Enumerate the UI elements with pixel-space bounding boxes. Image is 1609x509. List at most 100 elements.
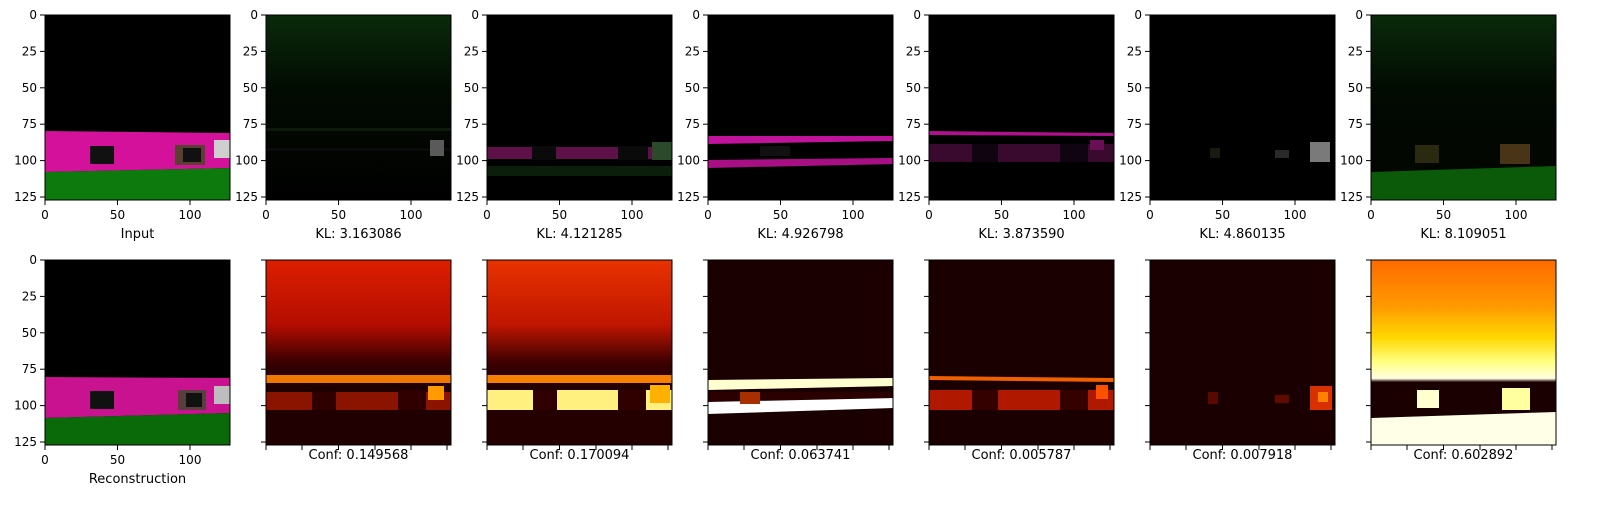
y-tick-label: 25 xyxy=(22,289,37,303)
panel-reconstruction: 0 25 50 75 100 125 0 50 100 Reconstructi… xyxy=(14,253,231,487)
y-tick-label: 25 xyxy=(685,44,700,58)
y-tick-label: 0 xyxy=(1134,8,1142,22)
x-tick-label: 100 xyxy=(621,208,644,222)
y-tick-label: 50 xyxy=(22,326,37,340)
y-axis: 0 25 50 75 100 125 xyxy=(898,8,929,204)
y-tick-label: 50 xyxy=(1348,81,1363,95)
panel-kl-4: 0 25 50 75 100 125 0 50 100 KL: 3.873590 xyxy=(898,8,1115,242)
panel-conf-3: Conf: 0.063741 xyxy=(703,259,894,463)
panel-conf-4: Conf: 0.005787 xyxy=(924,259,1115,463)
panel-caption: KL: 8.109051 xyxy=(1420,227,1506,242)
panel-caption: Conf: 0.005787 xyxy=(972,448,1072,463)
x-tick-label: 50 xyxy=(773,208,788,222)
y-axis: 0 25 50 75 100 125 xyxy=(1119,8,1150,204)
y-tick-label: 0 xyxy=(29,8,37,22)
panel-image xyxy=(487,15,672,200)
y-tick-label: 100 xyxy=(1119,154,1142,168)
x-tick-label: 50 xyxy=(552,208,567,222)
x-tick-label: 50 xyxy=(110,208,125,222)
x-tick-label: 50 xyxy=(331,208,346,222)
y-tick-label: 25 xyxy=(1348,44,1363,58)
y-tick-label: 75 xyxy=(685,117,700,131)
panel-conf-1: Conf: 0.149568 xyxy=(261,259,452,463)
x-tick-label: 0 xyxy=(1367,208,1375,222)
y-axis: 0 25 50 75 100 125 xyxy=(456,8,487,204)
y-axis xyxy=(1145,259,1150,443)
panel-image xyxy=(266,15,451,200)
panel-caption: KL: 3.163086 xyxy=(315,227,401,242)
y-tick-label: 0 xyxy=(250,8,258,22)
x-tick-label: 50 xyxy=(110,453,125,467)
y-tick-label: 25 xyxy=(906,44,921,58)
y-tick-label: 25 xyxy=(22,44,37,58)
panel-conf-2: Conf: 0.170094 xyxy=(482,259,673,463)
y-tick-label: 0 xyxy=(471,8,479,22)
panel-caption: Conf: 0.602892 xyxy=(1414,448,1514,463)
y-axis: 0 25 50 75 100 125 xyxy=(1340,8,1371,204)
y-axis xyxy=(261,259,266,443)
x-tick-label: 100 xyxy=(1284,208,1307,222)
y-tick-label: 125 xyxy=(898,190,921,204)
y-axis xyxy=(924,259,929,443)
panel-caption: Reconstruction xyxy=(89,472,186,487)
y-tick-label: 50 xyxy=(685,81,700,95)
x-axis: 0 50 100 xyxy=(1367,200,1527,222)
y-axis: 0 25 50 75 100 125 xyxy=(235,8,266,204)
y-tick-label: 0 xyxy=(29,253,37,267)
y-tick-label: 125 xyxy=(14,190,37,204)
x-axis: 0 50 100 xyxy=(262,200,422,222)
panel-image xyxy=(708,15,893,200)
panel-kl-2: 0 25 50 75 100 125 0 50 100 KL: 4.121285 xyxy=(456,8,673,242)
y-tick-label: 125 xyxy=(14,435,37,449)
panel-caption: Conf: 0.063741 xyxy=(751,448,851,463)
y-tick-label: 100 xyxy=(898,154,921,168)
x-tick-label: 100 xyxy=(179,453,202,467)
panel-caption: KL: 4.926798 xyxy=(757,227,843,242)
y-tick-label: 75 xyxy=(1127,117,1142,131)
y-tick-label: 100 xyxy=(456,154,479,168)
x-tick-label: 0 xyxy=(704,208,712,222)
y-tick-label: 100 xyxy=(235,154,258,168)
y-tick-label: 50 xyxy=(22,81,37,95)
y-axis: 0 25 50 75 100 125 xyxy=(14,8,45,204)
y-tick-label: 75 xyxy=(243,117,258,131)
panel-kl-5: 0 25 50 75 100 125 0 50 100 KL: 4.860135 xyxy=(1119,8,1336,242)
y-axis xyxy=(482,259,487,443)
panel-caption: Conf: 0.170094 xyxy=(530,448,630,463)
panel-image xyxy=(929,260,1114,445)
y-axis xyxy=(703,259,708,443)
x-tick-label: 0 xyxy=(1146,208,1154,222)
y-tick-label: 75 xyxy=(464,117,479,131)
panel-caption: KL: 4.121285 xyxy=(536,227,622,242)
panel-caption: Conf: 0.149568 xyxy=(309,448,409,463)
panel-kl-1: 0 25 50 75 100 125 0 50 100 KL: 3.163086 xyxy=(235,8,452,242)
y-axis: 0 25 50 75 100 125 xyxy=(14,253,45,449)
panel-image xyxy=(45,15,230,200)
y-tick-label: 100 xyxy=(14,154,37,168)
x-tick-label: 0 xyxy=(483,208,491,222)
x-tick-label: 100 xyxy=(842,208,865,222)
panel-caption: Input xyxy=(121,227,155,242)
y-tick-label: 125 xyxy=(235,190,258,204)
y-tick-label: 75 xyxy=(906,117,921,131)
panel-image xyxy=(1371,260,1556,445)
y-tick-label: 0 xyxy=(692,8,700,22)
x-axis: 0 50 100 xyxy=(704,200,864,222)
y-tick-label: 0 xyxy=(1355,8,1363,22)
y-tick-label: 75 xyxy=(22,362,37,376)
x-tick-label: 100 xyxy=(400,208,423,222)
x-axis: 0 50 100 xyxy=(483,200,643,222)
x-tick-label: 0 xyxy=(41,453,49,467)
x-axis: 0 50 100 xyxy=(41,200,201,222)
x-tick-label: 50 xyxy=(994,208,1009,222)
y-tick-label: 0 xyxy=(913,8,921,22)
x-axis xyxy=(1149,445,1332,450)
x-tick-label: 50 xyxy=(1436,208,1451,222)
x-axis: 0 50 100 xyxy=(925,200,1085,222)
x-tick-label: 100 xyxy=(1063,208,1086,222)
panel-image xyxy=(1371,15,1556,200)
panel-image xyxy=(1150,15,1335,200)
y-tick-label: 75 xyxy=(22,117,37,131)
x-axis xyxy=(928,445,1111,450)
